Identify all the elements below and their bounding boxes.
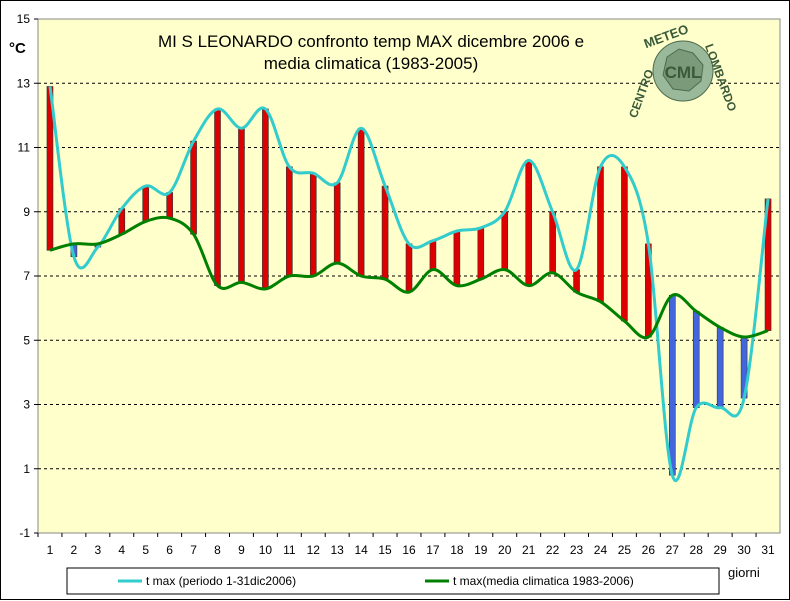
x-tick-label: 30 — [737, 543, 751, 557]
series-line-tmax — [48, 86, 770, 482]
x-tick-label: 26 — [642, 543, 656, 557]
difference-bar — [668, 294, 676, 476]
x-tick-label: 18 — [450, 543, 464, 557]
x-tick-label: 3 — [94, 543, 101, 557]
x-tick-label: 1 — [47, 543, 54, 557]
difference-bar — [286, 166, 293, 277]
difference-bar — [214, 108, 221, 286]
difference-bar — [262, 108, 269, 290]
difference-bars — [46, 86, 772, 476]
chart-title-line1: MI S LEONARDO confronto temp MAX dicembr… — [158, 32, 584, 51]
x-tick-label: 8 — [214, 543, 221, 557]
x-tick-label: 19 — [474, 543, 488, 557]
y-tick-label: 13 — [17, 76, 31, 90]
x-tick-label: 13 — [331, 543, 345, 557]
difference-bar — [142, 185, 150, 222]
x-tick-label: 31 — [761, 543, 775, 557]
x-tick-label: 2 — [71, 543, 78, 557]
legend-label-tmax: t max (periodo 1-31dic2006) — [146, 574, 296, 588]
x-tick-label: 12 — [307, 543, 321, 557]
series-lines — [48, 86, 770, 482]
x-tick-label: 6 — [166, 543, 173, 557]
y-axis-unit-label: °C — [9, 40, 26, 57]
y-tick-label: 15 — [17, 12, 31, 26]
x-tick-label: 28 — [690, 543, 704, 557]
x-tick-label: 24 — [594, 543, 608, 557]
difference-bar — [357, 127, 365, 277]
legend-box — [66, 567, 720, 595]
difference-bar — [453, 230, 461, 286]
y-tick-label: -1 — [19, 526, 30, 540]
difference-bar — [405, 243, 413, 293]
x-tick-label: 21 — [522, 543, 536, 557]
difference-bar — [166, 192, 173, 219]
difference-bar — [238, 127, 245, 283]
difference-bar — [597, 166, 604, 302]
y-tick-label: 5 — [23, 333, 30, 347]
difference-bar — [46, 86, 54, 251]
difference-bar — [764, 198, 772, 331]
y-tick-label: 1 — [23, 462, 30, 476]
x-axis-label: giorni — [728, 565, 760, 580]
series-line-climate-mean — [49, 215, 769, 340]
x-tick-label: 11 — [283, 543, 296, 557]
x-tick-label: 27 — [666, 543, 680, 557]
y-tick-label: 7 — [23, 269, 30, 283]
x-tick-label: 17 — [426, 543, 440, 557]
logo-center-text: CML — [665, 63, 702, 82]
x-tick-label: 16 — [402, 543, 416, 557]
difference-bar — [716, 327, 724, 409]
x-tick-label: 23 — [570, 543, 584, 557]
x-tick-label: 7 — [190, 543, 197, 557]
difference-bar — [309, 172, 317, 277]
difference-bar — [525, 160, 532, 286]
x-tick-label: 14 — [354, 543, 368, 557]
x-tick-label: 25 — [618, 543, 632, 557]
difference-bar — [501, 211, 509, 270]
y-tick-label: 3 — [23, 398, 30, 412]
x-tick-label: 4 — [118, 543, 125, 557]
x-tick-label: 5 — [142, 543, 149, 557]
chart-title-line2: media climatica (1983-2005) — [264, 54, 479, 73]
difference-bar — [190, 140, 197, 235]
x-tick-label: 22 — [546, 543, 560, 557]
difference-bar — [477, 227, 485, 280]
x-axis-ticks: 1 2 3 4 5 6 7 8 9 10 11 12 13 14 15 16 17 18 19 20 21 22 23 24 2… — [37, 533, 775, 557]
x-tick-label: 20 — [498, 543, 512, 557]
x-tick-label: 9 — [238, 543, 245, 557]
difference-bar — [333, 182, 341, 264]
difference-bar — [381, 185, 389, 280]
y-tick-label: 11 — [18, 141, 31, 155]
y-tick-label: 9 — [23, 205, 30, 219]
x-tick-label: 15 — [378, 543, 392, 557]
legend-label-climate-mean: t max(media climatica 1983-2006) — [453, 574, 634, 588]
difference-bar — [692, 311, 700, 409]
difference-bar — [621, 166, 628, 322]
x-tick-label: 10 — [259, 543, 273, 557]
x-tick-label: 29 — [713, 543, 727, 557]
legend: t max (periodo 1-31dic2006) t max(media … — [66, 567, 720, 595]
difference-bar — [429, 240, 437, 270]
